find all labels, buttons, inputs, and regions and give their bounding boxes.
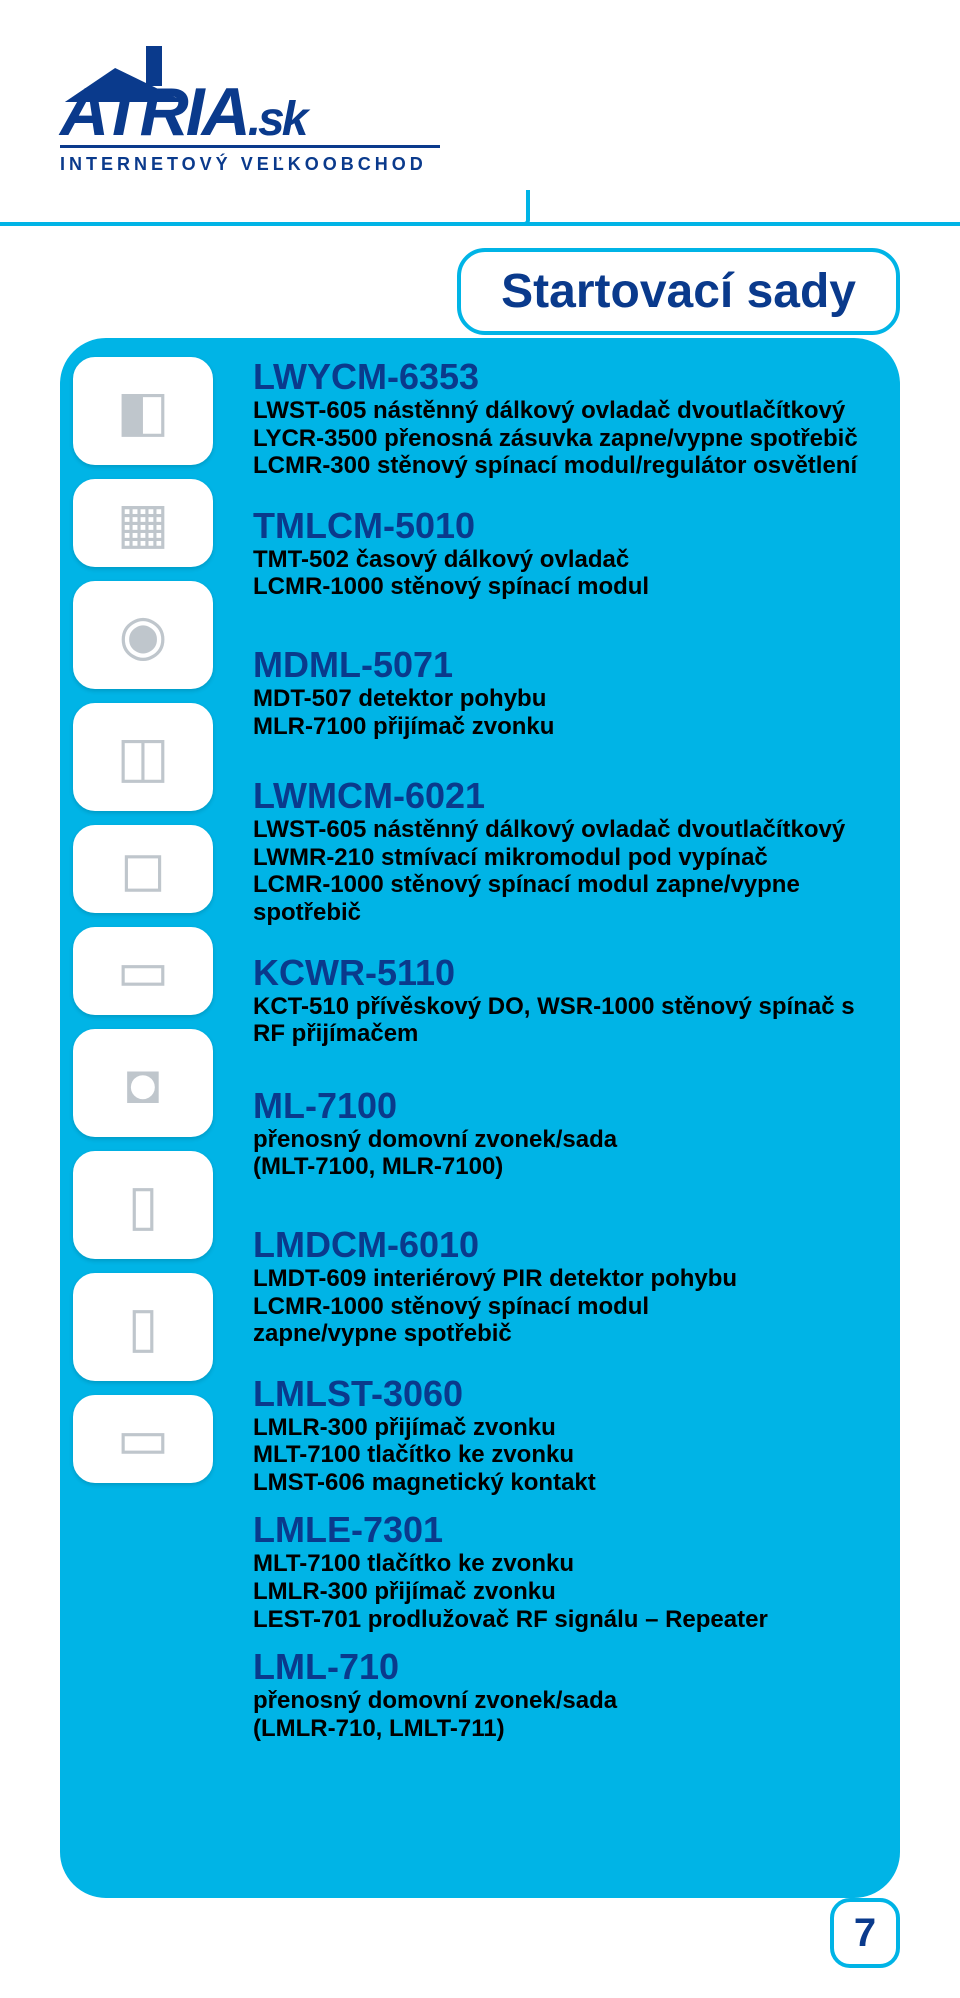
product-code: LMDCM-6010 — [253, 1227, 867, 1263]
product-thumb: ▯ — [73, 1273, 213, 1381]
products-list: LWYCM-6353 LWST-605 nástěnný dálkový ovl… — [223, 341, 897, 1760]
product-code: LWMCM-6021 — [253, 778, 867, 814]
product-item: LML-710 přenosný domovní zvonek/sada (LM… — [253, 1649, 867, 1742]
product-thumb: ▯ — [73, 1151, 213, 1259]
product-thumb: ◉ — [73, 581, 213, 689]
product-item: LWYCM-6353 LWST-605 nástěnný dálkový ovl… — [253, 359, 867, 480]
product-desc: LMLR-300 přijímač zvonku MLT-7100 tlačít… — [253, 1414, 867, 1497]
product-code: LMLST-3060 — [253, 1376, 867, 1412]
product-item: KCWR-5110 KCT-510 přívěskový DO, WSR-100… — [253, 955, 867, 1048]
section-title-badge: Startovací sady — [457, 248, 900, 335]
product-desc: přenosný domovní zvonek/sada (MLT-7100, … — [253, 1126, 867, 1181]
product-desc: přenosný domovní zvonek/sada (LMLR-710, … — [253, 1687, 867, 1742]
brand-logo: ATRIA.sk INTERNETOVÝ VEĽKOOBCHOD — [60, 30, 440, 175]
product-item: LMLE-7301 MLT-7100 tlačítko ke zvonku LM… — [253, 1512, 867, 1633]
product-thumb: ▭ — [73, 927, 213, 1015]
products-frame: ◧ ▦ ◉ ◫ ◻ ▭ ◘ ▯ ▯ ▭ LWYCM-6353 LWST-605 … — [60, 338, 900, 1898]
thumbnail-rail: ◧ ▦ ◉ ◫ ◻ ▭ ◘ ▯ ▯ ▭ — [63, 341, 223, 1895]
house-icon — [60, 30, 180, 90]
product-code: LMLE-7301 — [253, 1512, 867, 1548]
product-item: LWMCM-6021 LWST-605 nástěnný dálkový ovl… — [253, 778, 867, 926]
page-number: 7 — [854, 1911, 876, 1956]
header-divider-tick — [460, 190, 530, 226]
section-title: Startovací sady — [501, 265, 856, 318]
product-item: LMLST-3060 LMLR-300 přijímač zvonku MLT-… — [253, 1376, 867, 1497]
product-code: KCWR-5110 — [253, 955, 867, 991]
product-code: MDML-5071 — [253, 647, 867, 683]
product-thumb: ◧ — [73, 357, 213, 465]
product-item: MDML-5071 MDT-507 detektor pohybu MLR-71… — [253, 647, 867, 740]
product-code: TMLCM-5010 — [253, 508, 867, 544]
product-desc: LWST-605 nástěnný dálkový ovladač dvoutl… — [253, 397, 867, 480]
product-thumb: ▭ — [73, 1395, 213, 1483]
product-thumb: ◘ — [73, 1029, 213, 1137]
product-item: TMLCM-5010 TMT-502 časový dálkový ovlada… — [253, 508, 867, 601]
page-number-badge: 7 — [830, 1898, 900, 1968]
product-thumb: ▦ — [73, 479, 213, 567]
product-code: LML-710 — [253, 1649, 867, 1685]
product-thumb: ◻ — [73, 825, 213, 913]
product-item: ML-7100 přenosný domovní zvonek/sada (ML… — [253, 1088, 867, 1181]
product-item: LMDCM-6010 LMDT-609 interiérový PIR dete… — [253, 1227, 867, 1348]
product-desc: MLT-7100 tlačítko ke zvonku LMLR-300 při… — [253, 1550, 867, 1633]
product-desc: MDT-507 detektor pohybu MLR-7100 přijíma… — [253, 685, 867, 740]
product-desc: LMDT-609 interiérový PIR detektor pohybu… — [253, 1265, 867, 1348]
product-thumb: ◫ — [73, 703, 213, 811]
product-desc: TMT-502 časový dálkový ovladač LCMR-1000… — [253, 546, 867, 601]
product-code: ML-7100 — [253, 1088, 867, 1124]
product-desc: KCT-510 přívěskový DO, WSR-1000 stěnový … — [253, 993, 867, 1048]
product-code: LWYCM-6353 — [253, 359, 867, 395]
product-desc: LWST-605 nástěnný dálkový ovladač dvoutl… — [253, 816, 867, 926]
